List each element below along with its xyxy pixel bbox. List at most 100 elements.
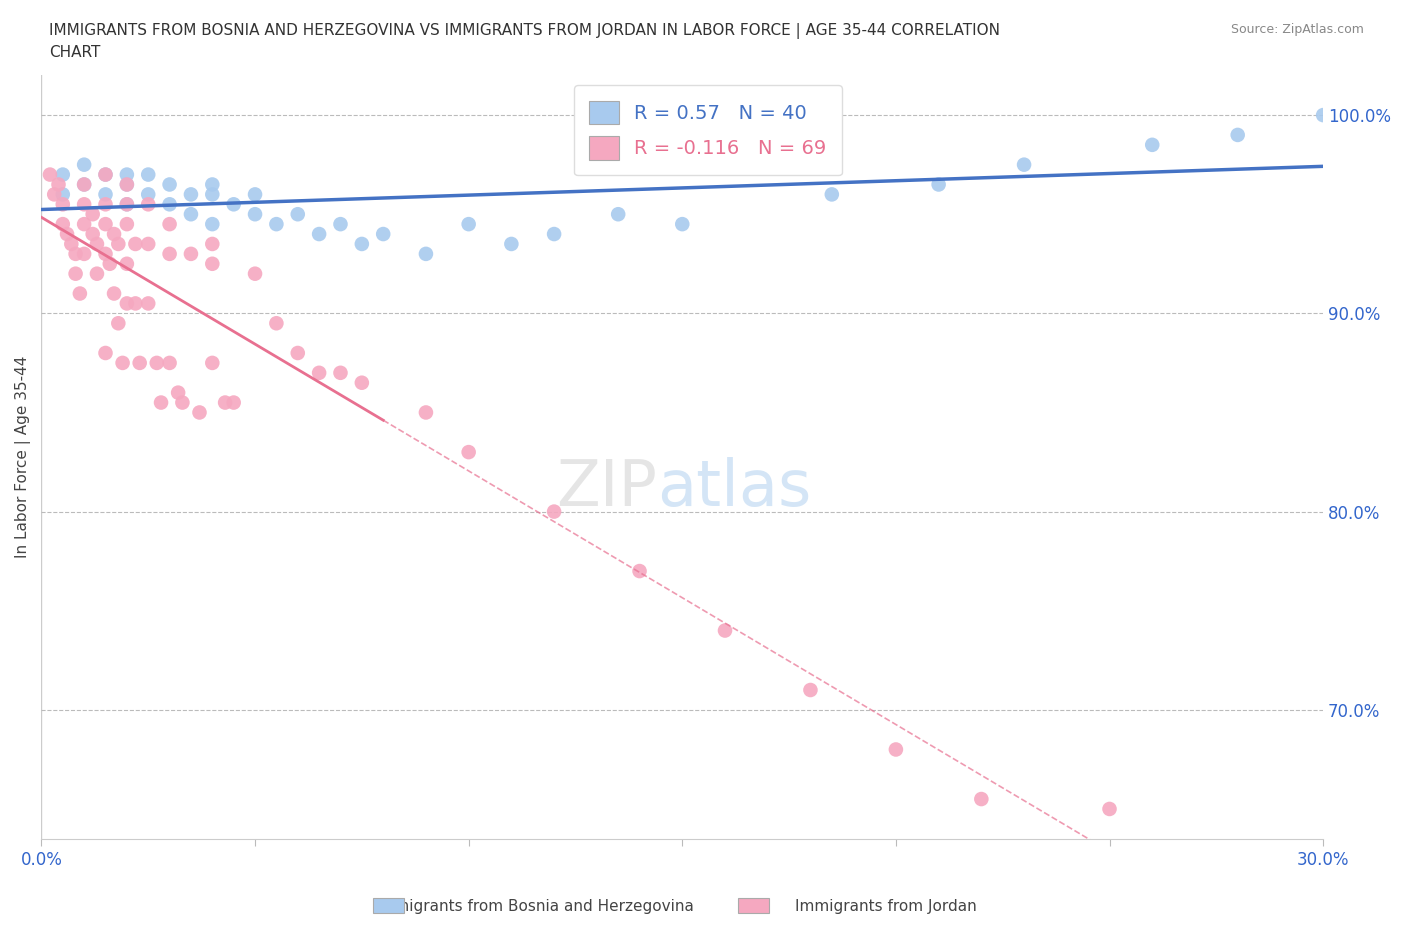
Point	[266, 217, 288, 232]
Point	[44, 187, 66, 202]
Point	[82, 227, 104, 242]
Y-axis label: In Labor Force | Age 35-44: In Labor Force | Age 35-44	[15, 356, 31, 558]
Point	[115, 167, 138, 182]
Point	[180, 206, 202, 221]
Point	[308, 227, 330, 242]
Point	[103, 286, 125, 301]
Point	[115, 177, 138, 192]
Point	[1226, 127, 1249, 142]
Point	[415, 246, 437, 261]
Point	[243, 187, 266, 202]
Point	[180, 187, 202, 202]
Point	[111, 355, 134, 370]
Point	[201, 257, 224, 272]
Point	[150, 395, 173, 410]
Point	[928, 177, 950, 192]
Point	[94, 167, 117, 182]
Point	[350, 236, 373, 251]
Point	[136, 167, 159, 182]
Point	[222, 395, 245, 410]
Point	[115, 257, 138, 272]
Point	[243, 266, 266, 281]
Text: ZIP: ZIP	[555, 457, 657, 519]
Point	[146, 355, 169, 370]
Point	[94, 346, 117, 361]
Point	[94, 187, 117, 202]
Point	[115, 197, 138, 212]
Point	[94, 167, 117, 182]
Point	[1312, 108, 1334, 123]
Point	[308, 365, 330, 380]
Point	[86, 236, 108, 251]
Point	[329, 365, 352, 380]
Point	[884, 742, 907, 757]
Point	[415, 405, 437, 420]
Point	[201, 355, 224, 370]
Point	[136, 296, 159, 311]
Point	[52, 217, 75, 232]
Point	[543, 227, 565, 242]
Point	[115, 217, 138, 232]
Point	[799, 683, 821, 698]
Point	[172, 395, 194, 410]
Point	[671, 217, 693, 232]
Point	[94, 246, 117, 261]
Point	[136, 187, 159, 202]
Point	[73, 217, 96, 232]
Point	[107, 316, 129, 331]
Point	[180, 246, 202, 261]
Point	[73, 177, 96, 192]
Point	[543, 504, 565, 519]
Point	[159, 355, 181, 370]
Point	[115, 177, 138, 192]
Point	[373, 227, 395, 242]
Text: IMMIGRANTS FROM BOSNIA AND HERZEGOVINA VS IMMIGRANTS FROM JORDAN IN LABOR FORCE : IMMIGRANTS FROM BOSNIA AND HERZEGOVINA V…	[49, 23, 1000, 60]
Point	[287, 346, 309, 361]
Point	[103, 227, 125, 242]
Point	[86, 266, 108, 281]
Point	[124, 296, 146, 311]
Point	[628, 564, 651, 578]
Point	[52, 167, 75, 182]
Point	[136, 236, 159, 251]
Point	[201, 236, 224, 251]
Point	[159, 246, 181, 261]
Legend: R = 0.57   N = 40, R = -0.116   N = 69: R = 0.57 N = 40, R = -0.116 N = 69	[574, 86, 842, 176]
Point	[107, 236, 129, 251]
Text: Immigrants from Jordan: Immigrants from Jordan	[794, 899, 977, 914]
Point	[266, 316, 288, 331]
Point	[136, 197, 159, 212]
Point	[98, 257, 121, 272]
Point	[1098, 802, 1121, 817]
Point	[457, 217, 479, 232]
Point	[735, 157, 758, 172]
Point	[115, 296, 138, 311]
Point	[457, 445, 479, 459]
Point	[159, 217, 181, 232]
Point	[243, 206, 266, 221]
Point	[201, 217, 224, 232]
Point	[82, 206, 104, 221]
Point	[73, 246, 96, 261]
Point	[821, 187, 844, 202]
Point	[65, 266, 87, 281]
Point	[1142, 138, 1164, 153]
Text: Source: ZipAtlas.com: Source: ZipAtlas.com	[1230, 23, 1364, 36]
Point	[73, 157, 96, 172]
Point	[159, 197, 181, 212]
Point	[714, 623, 737, 638]
Point	[60, 236, 83, 251]
Point	[69, 286, 91, 301]
Point	[128, 355, 150, 370]
Point	[48, 177, 70, 192]
Point	[159, 177, 181, 192]
Point	[73, 197, 96, 212]
Text: Immigrants from Bosnia and Herzegovina: Immigrants from Bosnia and Herzegovina	[375, 899, 693, 914]
Point	[287, 206, 309, 221]
Point	[188, 405, 211, 420]
Point	[115, 197, 138, 212]
Point	[73, 177, 96, 192]
Point	[201, 177, 224, 192]
Point	[201, 187, 224, 202]
Point	[350, 376, 373, 391]
